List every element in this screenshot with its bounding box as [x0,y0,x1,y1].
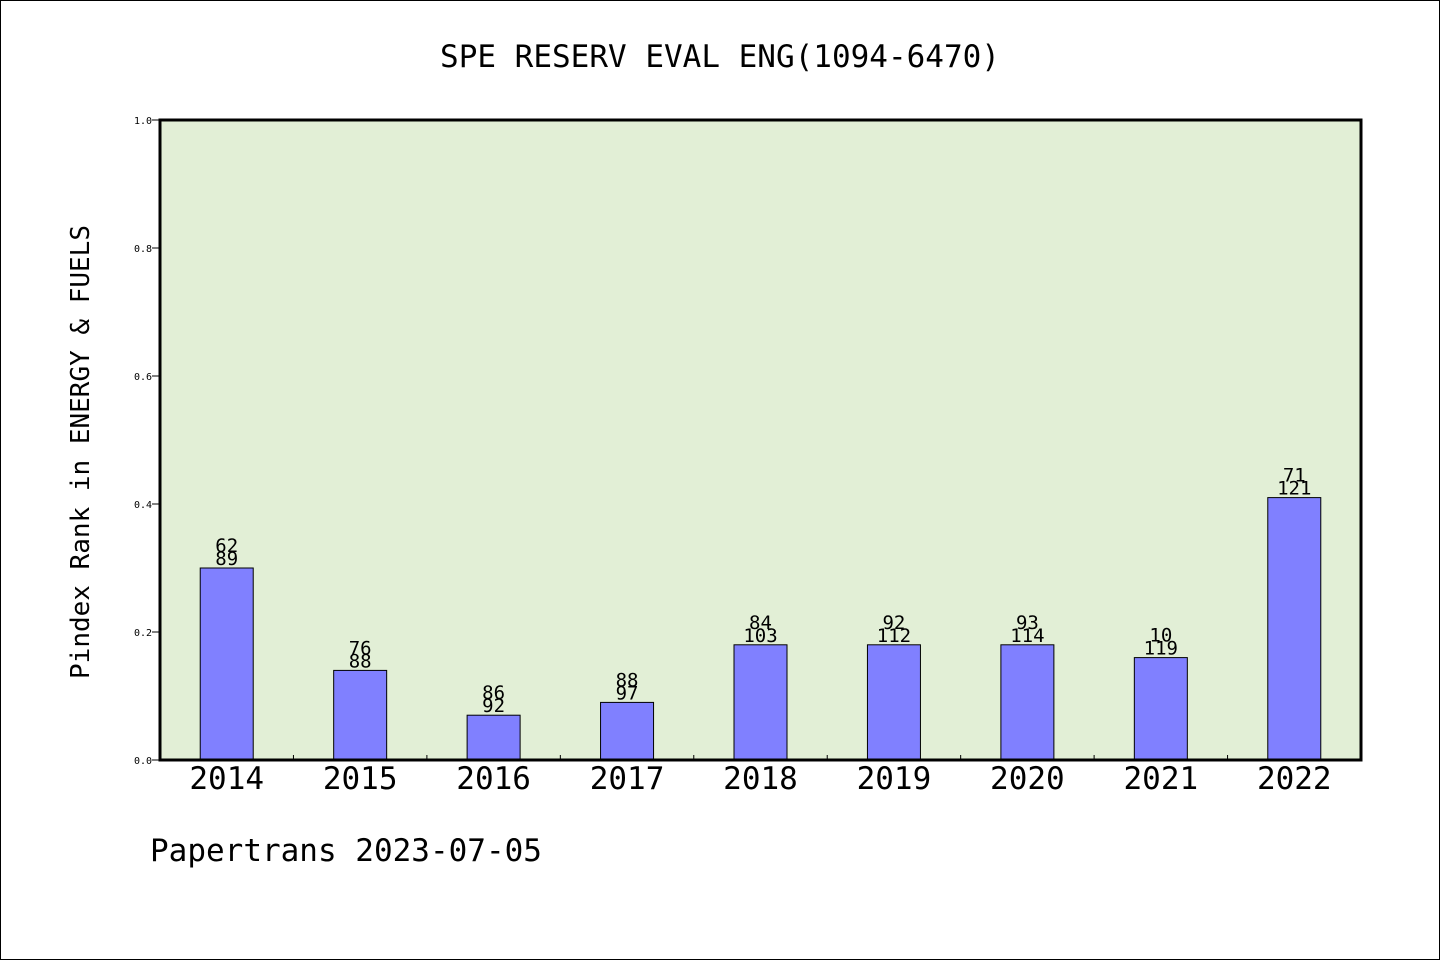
chart-title: SPE RESERV EVAL ENG(1094-6470) [440,39,1000,75]
x-tick-label: 2020 [990,761,1065,797]
bar-rank-label: 62 [215,535,238,557]
y-axis: 0.0 0.2 0.4 0.6 0.8 1.0 [134,116,160,767]
x-tick-label: 2019 [857,761,932,797]
bar [866,644,921,761]
bar [466,714,521,761]
plot-border [158,118,1363,762]
bar-total-label: 103 [743,625,777,647]
bar-total-label: 97 [616,682,639,704]
bar-series [199,497,1322,761]
y-tick-label: 1.0 [134,116,152,127]
bar-total-label: 89 [215,548,238,570]
x-tick-label: 2018 [723,761,798,797]
y-tick-label: 0.0 [134,756,152,767]
bar-total-label: 92 [482,695,505,717]
bar-total-label: 114 [1010,625,1044,647]
bar [1133,657,1188,761]
x-tick-label: 2017 [590,761,665,797]
bar-total-label: 121 [1277,478,1311,500]
x-axis: 2014 2015 2016 2017 2018 2019 2020 2021 2022 [189,755,1332,797]
bar [600,701,655,761]
bar-rank-label: 84 [749,612,772,634]
bar-rank-label: 10 [1149,625,1172,647]
y-tick-label: 0.8 [134,244,152,255]
x-tick-label: 2014 [189,761,264,797]
bar-rank-label: 86 [482,682,505,704]
bar-total-label: 119 [1144,638,1178,660]
bar [199,567,254,761]
x-tick-label: 2016 [456,761,531,797]
y-tick-label: 0.2 [134,628,152,639]
x-tick-label: 2015 [323,761,398,797]
bar [1267,497,1322,761]
x-tick-label: 2021 [1124,761,1199,797]
y-axis-label: Pindex Rank in ENERGY & FUELS [66,225,96,679]
bar-rank-label: 76 [349,637,372,659]
bar-total-label: 88 [349,650,372,672]
bar-rank-label: 92 [882,612,905,634]
x-tick-label: 2022 [1257,761,1332,797]
bar-total-label: 112 [877,625,911,647]
bar [333,669,388,761]
bar [1000,644,1055,761]
footer-credit: Papertrans 2023-07-05 [150,833,542,869]
bar-rank-label: 71 [1283,465,1306,487]
bar-rank-label: 93 [1016,612,1039,634]
bar [733,644,788,761]
y-tick-label: 0.4 [134,500,152,511]
y-tick-label: 0.6 [134,372,152,383]
bar-rank-label: 88 [616,669,639,691]
